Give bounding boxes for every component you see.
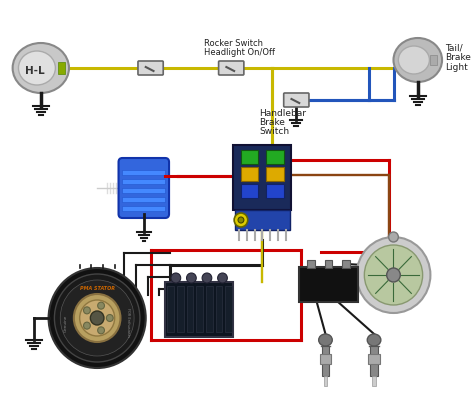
Bar [342, 260, 350, 268]
FancyBboxPatch shape [118, 158, 169, 218]
Circle shape [98, 327, 104, 334]
Ellipse shape [398, 46, 429, 74]
Bar [177, 286, 183, 332]
Bar [233, 145, 292, 210]
Bar [122, 206, 165, 211]
Bar [372, 376, 376, 386]
FancyBboxPatch shape [219, 61, 244, 75]
Bar [321, 346, 329, 376]
Ellipse shape [319, 334, 332, 346]
Text: Rocker Switch: Rocker Switch [204, 39, 263, 48]
Circle shape [356, 237, 430, 313]
Bar [58, 62, 65, 74]
Bar [241, 150, 258, 164]
Text: Light: Light [445, 63, 468, 72]
Circle shape [48, 268, 146, 368]
Bar [299, 267, 357, 302]
Bar [430, 55, 437, 65]
Bar [368, 354, 380, 364]
Text: Brake: Brake [259, 118, 285, 127]
FancyBboxPatch shape [284, 93, 309, 107]
Circle shape [83, 322, 91, 329]
Text: Genuine: Genuine [64, 314, 68, 332]
Bar [266, 184, 284, 198]
Ellipse shape [367, 334, 381, 346]
Bar [122, 188, 165, 193]
Bar [235, 210, 290, 230]
Circle shape [80, 300, 115, 336]
FancyBboxPatch shape [138, 61, 163, 75]
Bar [324, 376, 328, 386]
Bar [226, 286, 232, 332]
Bar [122, 170, 165, 175]
Bar [122, 179, 165, 184]
Bar [325, 260, 332, 268]
Text: PMA STATOR: PMA STATOR [80, 286, 115, 290]
Text: Headlight On/Off: Headlight On/Off [204, 48, 275, 57]
Bar [165, 282, 233, 337]
Bar [206, 286, 213, 332]
Circle shape [98, 302, 104, 309]
Bar [241, 167, 258, 181]
Text: H-L: H-L [25, 66, 45, 76]
Text: Switch: Switch [259, 127, 290, 136]
Bar [319, 354, 331, 364]
Ellipse shape [13, 43, 69, 93]
Circle shape [60, 280, 134, 356]
Bar [167, 286, 174, 332]
Circle shape [83, 307, 91, 314]
Circle shape [55, 274, 140, 362]
Circle shape [218, 273, 228, 283]
Bar [266, 150, 284, 164]
Circle shape [238, 217, 244, 223]
Circle shape [365, 245, 423, 305]
Circle shape [387, 268, 400, 282]
Text: Tail/: Tail/ [445, 43, 463, 52]
Circle shape [106, 314, 113, 322]
Ellipse shape [393, 38, 442, 82]
Circle shape [389, 232, 398, 242]
Bar [307, 260, 315, 268]
Bar [196, 286, 203, 332]
Text: Handlebar: Handlebar [259, 109, 306, 118]
Circle shape [234, 213, 248, 227]
Circle shape [171, 273, 181, 283]
Circle shape [202, 273, 212, 283]
Bar [122, 197, 165, 202]
Bar [266, 167, 284, 181]
Bar [187, 286, 193, 332]
Text: Brake: Brake [445, 53, 471, 62]
Circle shape [74, 294, 120, 342]
Bar [241, 184, 258, 198]
Text: FOR Enthusiasts: FOR Enthusiasts [126, 308, 130, 338]
Bar [216, 286, 222, 332]
Circle shape [187, 273, 196, 283]
Bar [370, 346, 378, 376]
Circle shape [91, 311, 104, 325]
Ellipse shape [18, 51, 55, 85]
